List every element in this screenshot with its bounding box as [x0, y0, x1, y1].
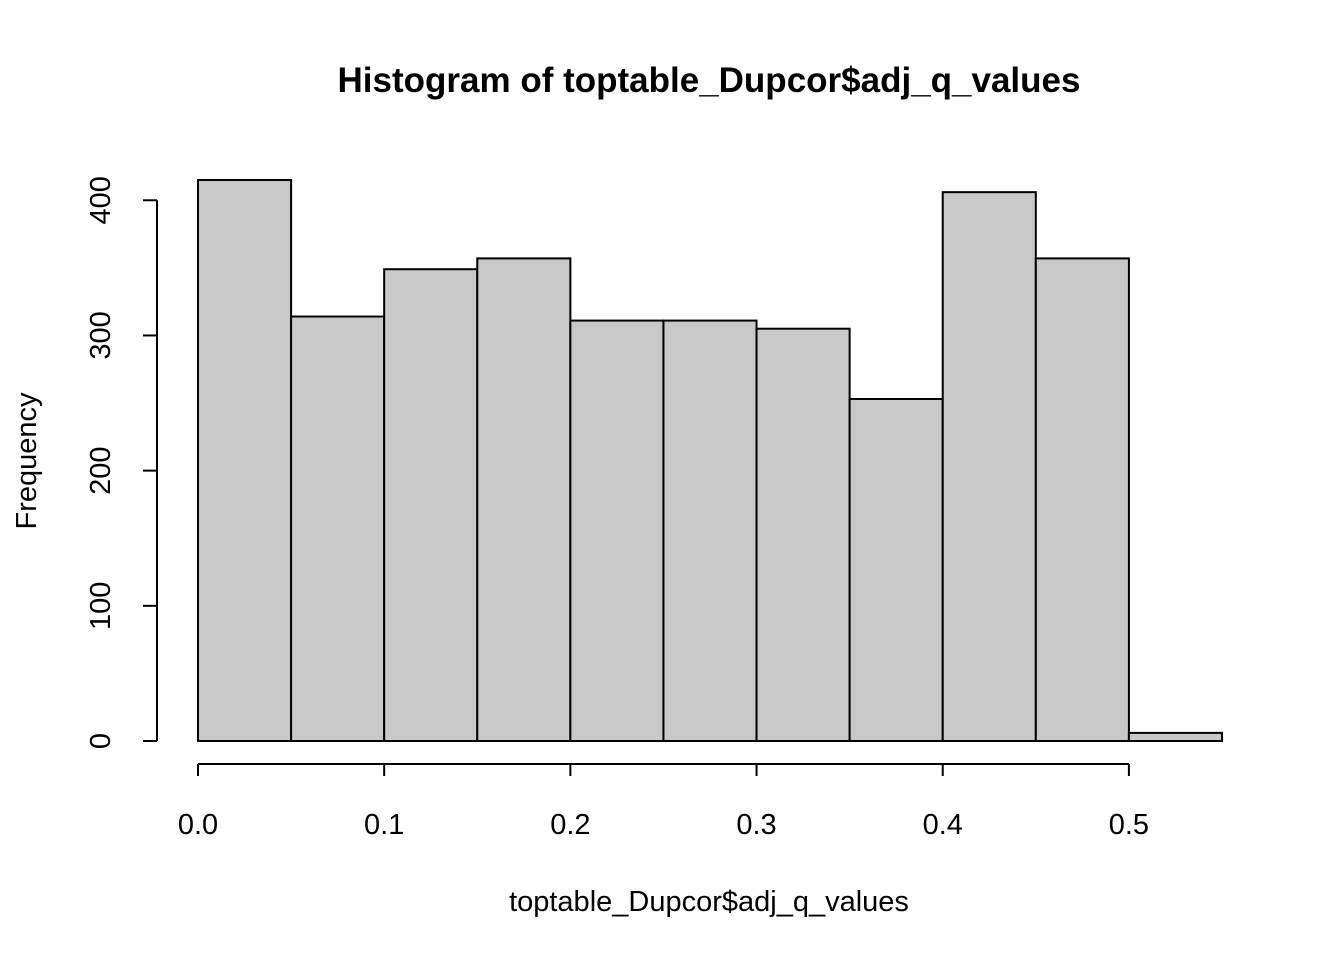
histogram-bar	[941, 191, 1037, 742]
y-tick-label: 100	[85, 582, 117, 630]
x-tick-label: 0.0	[178, 809, 218, 841]
histogram-bar	[476, 257, 572, 742]
x-tick-label: 0.5	[1109, 809, 1149, 841]
x-tick-label: 0.3	[736, 809, 776, 841]
y-tick-label: 200	[85, 446, 117, 494]
bars-group	[197, 179, 1223, 743]
x-axis: 0.0 0.1 0.2 0.3 0.4 0.5	[178, 763, 1149, 841]
histogram-bar	[1034, 257, 1130, 742]
y-tick-label: 300	[85, 311, 117, 359]
histogram-bar	[662, 319, 758, 742]
histogram-bar	[197, 179, 293, 742]
histogram-bar	[569, 319, 665, 742]
histogram-bar	[1127, 731, 1223, 743]
histogram-bar	[755, 327, 851, 742]
x-tick-label: 0.2	[550, 809, 590, 841]
y-tick-label: 0	[85, 733, 117, 749]
y-axis: 0 100 200 300 400	[85, 176, 158, 749]
x-tick-label: 0.4	[923, 809, 963, 841]
histogram-bar	[848, 397, 944, 742]
y-tick-label: 400	[85, 176, 117, 224]
histogram-bar	[290, 315, 386, 742]
chart-title: Histogram of toptable_Dupcor$adj_q_value…	[338, 61, 1081, 100]
histogram-bar	[383, 268, 479, 742]
y-axis-label: Frequency	[11, 392, 43, 530]
x-axis-label: toptable_Dupcor$adj_q_values	[509, 886, 909, 918]
x-tick-label: 0.1	[364, 809, 404, 841]
